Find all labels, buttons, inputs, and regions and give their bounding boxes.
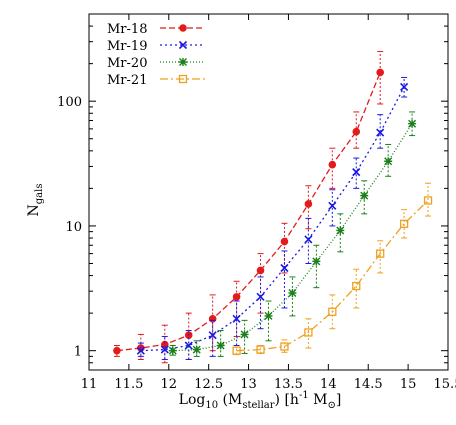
data-point	[376, 128, 385, 137]
data-point	[264, 311, 273, 320]
data-point	[232, 346, 241, 355]
data-point	[376, 249, 385, 258]
data-point	[336, 226, 345, 235]
data-point	[384, 157, 393, 166]
legend-label: Mr-18	[107, 22, 147, 37]
data-point	[160, 340, 169, 349]
data-point	[352, 168, 361, 177]
legend-item: Mr-18	[107, 22, 205, 37]
data-point	[328, 201, 337, 210]
data-point	[179, 24, 187, 32]
y-tick-label: 10	[65, 220, 82, 235]
x-tick-label: 14	[320, 377, 337, 392]
data-point	[168, 346, 177, 355]
data-point	[352, 281, 361, 291]
data-point	[328, 307, 337, 316]
data-point	[352, 127, 361, 136]
series-line	[140, 86, 405, 352]
data-point	[178, 40, 188, 50]
data-point	[184, 341, 193, 350]
series-mr-18	[113, 51, 384, 364]
data-point	[216, 341, 225, 350]
x-axis-label: Log10 (Mstellar) [h-1 M⊙]	[179, 390, 342, 411]
x-tick-label: 15.5	[434, 377, 456, 392]
data-point	[178, 74, 188, 84]
x-tick-label: 15	[400, 377, 417, 392]
data-point	[232, 293, 241, 301]
x-tick-label: 14.5	[354, 377, 383, 392]
data-point	[399, 219, 409, 228]
data-point	[256, 292, 265, 301]
series-mr-21	[232, 182, 433, 356]
series-mr-20	[168, 111, 417, 357]
legend-item: Mr-19	[107, 39, 205, 54]
data-point	[304, 235, 313, 244]
data-point	[328, 160, 337, 169]
x-tick-label: 12	[161, 377, 178, 392]
legend-item: Mr-20	[107, 56, 205, 71]
data-point	[256, 266, 265, 275]
data-point	[160, 345, 169, 354]
series-line	[236, 200, 429, 352]
plot-frame	[88, 13, 449, 371]
data-point	[136, 346, 145, 355]
series-layer	[113, 51, 433, 364]
series-mr-19	[136, 76, 409, 360]
data-point	[400, 82, 409, 92]
data-point	[280, 237, 289, 246]
legend-label: Mr-21	[107, 73, 147, 88]
legend-label: Mr-20	[107, 56, 147, 71]
data-point	[360, 191, 369, 200]
series-line	[172, 123, 413, 352]
x-tick-label: 13	[240, 377, 257, 392]
data-point	[113, 346, 121, 355]
data-point	[240, 330, 249, 339]
data-point	[208, 315, 217, 323]
data-point	[280, 342, 289, 351]
y-axis-label: Ngals	[26, 184, 45, 217]
x-tick-label: 11.5	[114, 377, 143, 392]
data-point	[280, 263, 289, 273]
legend: Mr-18 Mr-19 Mr-20 Mr-21	[107, 22, 205, 88]
data-point	[376, 68, 384, 77]
data-point	[312, 257, 321, 266]
data-point	[423, 196, 433, 205]
x-tick-label: 13.5	[274, 377, 303, 392]
y-tick-label: 100	[57, 95, 82, 110]
series-line	[116, 72, 381, 352]
data-point	[288, 288, 297, 297]
axis-ticks: 11 11.5 12 12.5 13 13.5 14 14.5 15 15.5 1 10 100	[57, 13, 456, 392]
data-point	[304, 328, 313, 337]
legend-label: Mr-19	[107, 39, 147, 54]
x-tick-label: 12.5	[194, 377, 223, 392]
x-tick-label: 11	[81, 377, 98, 392]
data-point	[179, 58, 187, 66]
data-point	[256, 345, 265, 354]
data-point	[304, 200, 313, 208]
data-point	[408, 119, 417, 128]
legend-item: Mr-21	[107, 73, 205, 88]
data-point	[192, 345, 201, 354]
data-point	[208, 331, 217, 340]
data-point	[232, 314, 241, 323]
y-tick-label: 1	[74, 345, 82, 360]
